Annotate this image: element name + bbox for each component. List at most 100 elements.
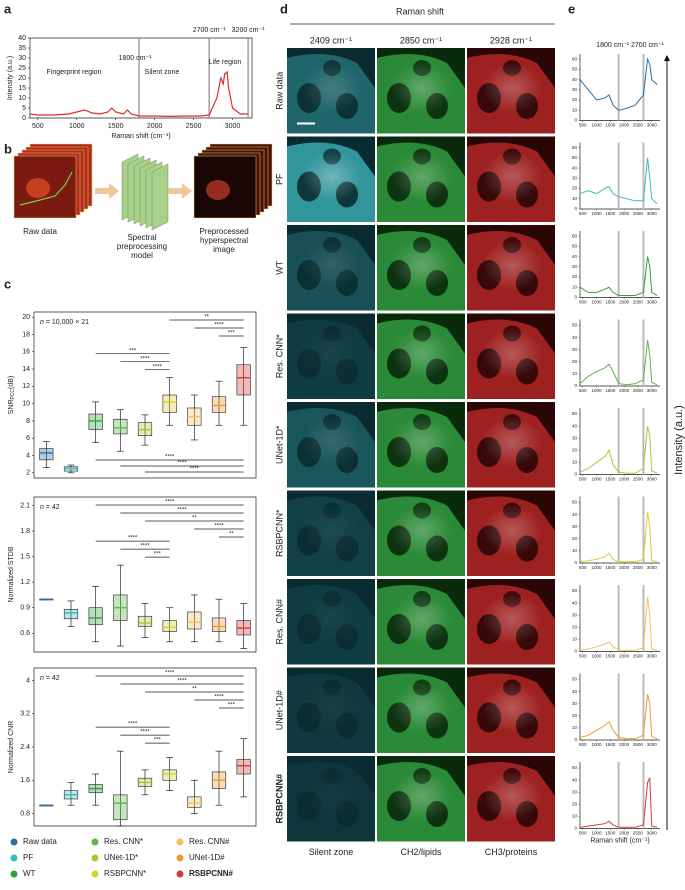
panel-title: Raman shift	[396, 6, 445, 16]
legend-swatch	[10, 854, 18, 862]
legend-swatch	[91, 870, 99, 878]
image-tile	[287, 136, 375, 222]
x-tick-label: 3000	[647, 477, 658, 482]
n-value: = 42	[44, 504, 60, 511]
y-tick-label: 0	[574, 295, 577, 300]
y-tick-label: 30	[572, 789, 578, 794]
y-tick-label: 50	[572, 588, 578, 593]
x-tick-label: 2000	[619, 388, 630, 393]
box	[162, 394, 177, 413]
y-axis-label: Normalized CNR	[8, 721, 15, 774]
y-tick-label: 60	[572, 233, 578, 238]
y-tick-label: 30	[572, 175, 578, 180]
box	[187, 611, 202, 630]
image-tile	[377, 225, 465, 311]
x-tick-label: 500	[579, 211, 587, 216]
x-tick-label: 3000	[647, 123, 658, 128]
y-tick-label: 10	[572, 107, 578, 112]
y-tick-label: 20	[572, 713, 578, 718]
axes	[579, 408, 660, 475]
marker-label: 2700 cm⁻¹	[631, 42, 665, 49]
x-tick-label: 500	[579, 831, 587, 836]
spectrum-line	[579, 57, 658, 111]
x-tick-label: 2500	[633, 477, 644, 482]
y-tick-label: 0	[574, 826, 577, 831]
x-tick-label: 1000	[592, 300, 603, 305]
cell-glow	[482, 328, 542, 379]
x-tick-label: 1500	[605, 388, 616, 393]
y-tick-label: 2.4	[20, 744, 30, 751]
column-footer: CH2/lipids	[400, 847, 442, 857]
legend-swatch	[176, 838, 184, 846]
panel-label: e	[568, 1, 575, 16]
x-tick-label: 3000	[225, 123, 241, 130]
column-label: 2850 cm⁻¹	[400, 35, 442, 45]
y-axis-label: Normalized STDB	[8, 546, 15, 602]
n-value: = 42	[44, 675, 60, 682]
row-label: Res. CNN#	[274, 599, 284, 645]
y-tick-label: 2.1	[20, 502, 30, 509]
cell-glow	[482, 417, 542, 467]
image-tile	[467, 225, 555, 311]
y-tick-label: 1.5	[20, 553, 30, 560]
x-tick-label: 2000	[619, 211, 630, 216]
legend-label: UNet-1D#	[189, 853, 225, 862]
x-tick-label: 2000	[619, 831, 630, 836]
x-tick-label: 2500	[633, 123, 644, 128]
spectrum-line	[579, 157, 658, 205]
y-tick-label: 40	[572, 600, 578, 605]
y-tick-label: 2	[26, 470, 30, 477]
y-tick-label: 14	[22, 366, 30, 373]
step-label: Preprocessed hyperspectral image	[199, 227, 248, 254]
legend-label: Res. CNN*	[104, 837, 143, 846]
y-tick-label: 25	[18, 65, 26, 72]
y-tick-label: 30	[572, 347, 578, 352]
x-tick-label: 1000	[592, 742, 603, 747]
x-tick-label: 1500	[108, 123, 124, 130]
y-tick-label: 40	[572, 335, 578, 340]
image-tile	[467, 579, 555, 665]
y-tick-label: 40	[572, 689, 578, 694]
cell-glow	[482, 771, 542, 821]
region-label: Fingerprint region	[47, 69, 102, 76]
x-tick-label: 2500	[633, 565, 644, 570]
y-tick-label: 18	[22, 331, 30, 338]
x-tick-label: 500	[579, 654, 587, 659]
sig-label: ****	[190, 467, 200, 473]
sig-label: ***	[228, 331, 236, 337]
y-tick-label: 20	[572, 448, 578, 453]
sig-label: **	[204, 315, 209, 321]
y-tick-label: 20	[572, 359, 578, 364]
arrow-2	[168, 183, 192, 199]
box	[162, 620, 177, 632]
y-tick-label: 15	[18, 85, 26, 92]
image-tile	[287, 313, 375, 399]
cell-glow	[302, 682, 362, 733]
y-tick-label: 30	[572, 524, 578, 529]
sig-label: ***	[154, 552, 162, 558]
image-tile	[467, 756, 555, 842]
box	[113, 794, 128, 821]
cell-glow	[392, 328, 452, 379]
legend-label: Res. CNN#	[189, 837, 230, 846]
legend-swatch	[176, 870, 184, 878]
y-tick-label: 10	[572, 725, 578, 730]
x-tick-label: 1000	[592, 831, 603, 836]
image-tile	[287, 756, 375, 842]
spectrum-line	[579, 340, 658, 386]
y-tick-label: 10	[572, 196, 578, 201]
x-tick-label: 1500	[605, 477, 616, 482]
y-label-part: Normalized STDB	[8, 546, 15, 602]
x-tick-label: 1500	[605, 742, 616, 747]
sig-label: **	[229, 532, 234, 538]
image-tile	[377, 667, 465, 753]
marker-label: 3200 cm⁻¹	[232, 27, 266, 34]
x-tick-label: 3000	[647, 211, 658, 216]
y-tick-label: 40	[572, 423, 578, 428]
y-tick-label: 30	[572, 435, 578, 440]
y-tick-label: 10	[572, 371, 578, 376]
cell-glow	[482, 682, 542, 733]
cell-glow	[392, 771, 452, 821]
column-footer: Silent zone	[309, 847, 354, 857]
box	[113, 418, 128, 435]
